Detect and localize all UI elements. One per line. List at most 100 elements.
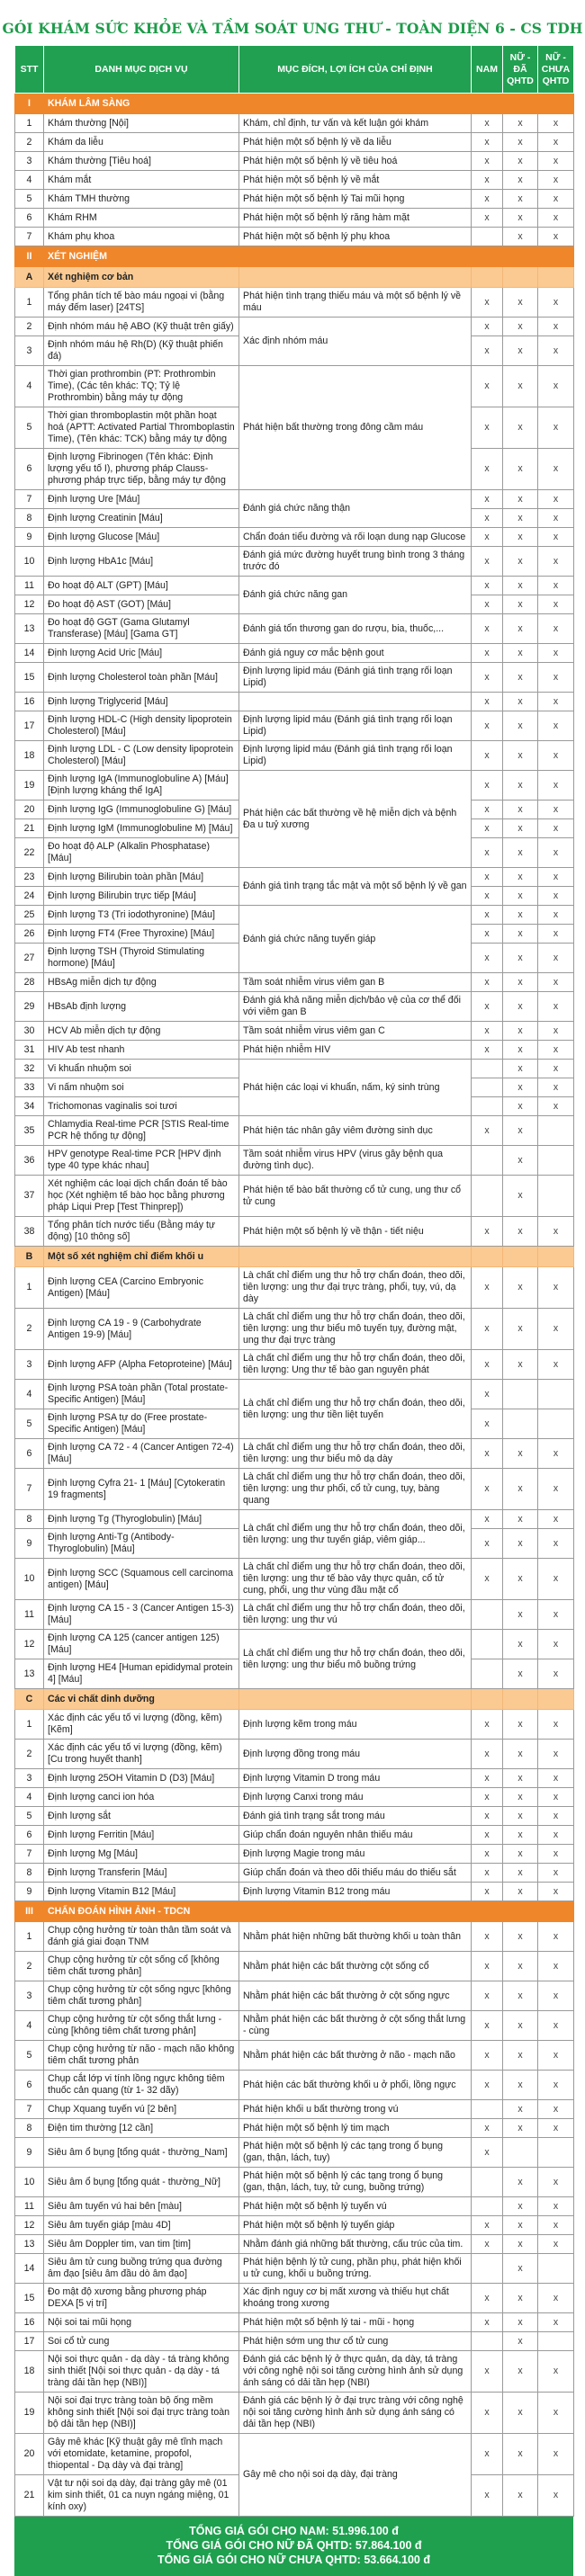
table-row: 18 Nội soi thực quản - dạ dày - tá tràng …	[14, 2350, 574, 2393]
mark-female-married: x	[502, 2099, 538, 2119]
mark-female-married: x	[502, 1558, 538, 1600]
service-name: Đo mật độ xương bằng phương pháp DEXA [5…	[43, 2283, 239, 2313]
row-number: 5	[14, 189, 44, 209]
mark-female-married: x	[502, 2196, 538, 2216]
service-name: Định lượng canci ion hóa	[43, 1787, 239, 1807]
mark-female-unmarried: x	[537, 905, 574, 925]
service-name: Định lượng CA 15 - 3 (Cancer Antigen 15-…	[43, 1599, 239, 1630]
table-row: 23 Định lượng Bilirubin toàn phần [Máu] Đá…	[14, 867, 574, 906]
service-name: Định lượng CA 19 - 9 (Carbohydrate Antig…	[43, 1308, 239, 1350]
service-name: Siêu âm Doppler tim, van tim [tim]	[43, 2234, 239, 2254]
mark-male: x	[471, 576, 503, 595]
mark-female-unmarried: x	[537, 1040, 574, 1060]
mark-female-married: x	[502, 1709, 538, 1740]
service-name: Tổng phân tích tế bào máu ngoại vi (bằng…	[43, 287, 239, 318]
mark-female-married: x	[502, 189, 538, 209]
section-empty-cell	[471, 93, 503, 114]
price-female-married: TỔNG GIÁ GÓI CHO NỮ ĐÃ QHTD: 57.864.100 …	[166, 2539, 422, 2552]
row-number: 4	[14, 2010, 44, 2041]
row-number: 8	[14, 1509, 44, 1529]
service-name: Định lượng HDL-C (High density lipoprote…	[43, 711, 239, 741]
mark-male: x	[471, 837, 503, 868]
row-number: 37	[14, 1175, 44, 1217]
row-number: 9	[14, 527, 44, 547]
service-name: Định lượng IgA (Immunoglobuline A) [Máu]…	[43, 770, 239, 801]
mark-male: x	[471, 1768, 503, 1788]
service-purpose: Định lượng lipid máu (Đánh giá tình trạn…	[238, 740, 472, 771]
service-purpose: Tầm soát nhiễm virus viêm gan C	[238, 1021, 472, 1041]
row-number: 1	[14, 287, 44, 318]
mark-female-married: x	[502, 2392, 538, 2434]
service-name: HBsAb định lượng	[43, 991, 239, 1022]
table-row: 37 Xét nghiệm các loại dịch chẩn đoán tế …	[14, 1175, 574, 1217]
service-name: HCV Ab miễn dịch tự động	[43, 1021, 239, 1041]
service-name: Định nhóm máu hệ ABO (Kỹ thuật trên giấy…	[43, 317, 239, 336]
mark-female-married: x	[502, 2167, 538, 2197]
mark-female-unmarried	[537, 1379, 574, 1409]
service-purpose: Phát hiện một số bệnh lý về thận - tiết …	[238, 1216, 472, 1247]
service-name: Định lượng Vitamin B12 [Máu]	[43, 1882, 239, 1901]
mark-male: x	[471, 740, 503, 771]
mark-male: x	[471, 317, 503, 336]
mark-female-married: x	[502, 317, 538, 336]
subsection-row: A Xét nghiệm cơ bản	[14, 266, 574, 288]
mark-female-married: x	[502, 837, 538, 868]
row-number: 12	[14, 2215, 44, 2235]
section-empty-cell	[471, 1688, 503, 1710]
service-purpose: Phát hiện nhiễm HIV	[238, 1040, 472, 1060]
service-name: Đo hoạt độ ALP (Alkalin Phosphatase) [Má…	[43, 837, 239, 868]
row-number: 6	[14, 448, 44, 490]
mark-female-unmarried: x	[537, 1059, 574, 1078]
mark-female-married: x	[502, 1115, 538, 1146]
row-number: 29	[14, 991, 44, 1022]
service-name: Định lượng CEA (Carcino Embryonic Antige…	[43, 1266, 239, 1309]
mark-female-married: x	[502, 1863, 538, 1883]
service-purpose: Chẩn đoán tiểu đường và rối loạn dung nạ…	[238, 527, 472, 547]
mark-female-unmarried: x	[537, 2283, 574, 2313]
row-number: 1	[14, 1266, 44, 1309]
mark-female-unmarried: x	[537, 662, 574, 693]
mark-female-unmarried: x	[537, 1266, 574, 1309]
mark-female-married: x	[502, 692, 538, 711]
row-number: 33	[14, 1078, 44, 1097]
mark-male: x	[471, 643, 503, 663]
mark-male: x	[471, 867, 503, 887]
service-purpose: Gây mê cho nội soi dạ dày, đại tràng	[238, 2433, 472, 2517]
row-number: 17	[14, 711, 44, 741]
row-number: 13	[14, 613, 44, 644]
service-purpose: Phát hiện tế bào bất thường cổ tử cung, …	[238, 1175, 472, 1217]
section-number: II	[14, 246, 44, 267]
table-row: 17 Soi cổ tử cung Phát hiện sớm ung thư cổ…	[14, 2331, 574, 2351]
mark-female-married: x	[502, 1599, 538, 1630]
mark-female-married: x	[502, 595, 538, 614]
service-name: Định lượng sắt	[43, 1806, 239, 1826]
table-row: 29 HBsAb định lượng Đánh giá khả năng miễn…	[14, 991, 574, 1022]
mark-male: x	[471, 2010, 503, 2041]
service-name: Định lượng SCC (Squamous cell carcinoma …	[43, 1558, 239, 1600]
service-purpose: Nhằm phát hiện những bất thường khối u t…	[238, 1921, 472, 1952]
mark-male	[471, 227, 503, 246]
service-purpose: Định lượng đồng trong máu	[238, 1739, 472, 1769]
service-purpose: Đánh giá chức năng tuyến giáp	[238, 905, 472, 973]
row-number: 18	[14, 2350, 44, 2393]
mark-male	[471, 1175, 503, 1217]
section-empty-cell	[537, 246, 574, 267]
service-purpose: Phát hiện khối u bất thường trong vú	[238, 2099, 472, 2119]
mark-male: x	[471, 546, 503, 577]
service-purpose: Nhằm phát hiện các bất thường cột sống c…	[238, 1951, 472, 1981]
mark-male	[471, 2331, 503, 2351]
mark-female-unmarried: x	[537, 886, 574, 906]
mark-female-unmarried: x	[537, 489, 574, 509]
section-empty-cell	[471, 1246, 503, 1267]
mark-female-unmarried: x	[537, 2215, 574, 2235]
mark-female-married: x	[502, 711, 538, 741]
service-name: Khám thường [Tiêu hoá]	[43, 151, 239, 171]
mark-female-married: x	[502, 2010, 538, 2041]
mark-female-married: x	[502, 886, 538, 906]
section-empty-cell	[238, 1901, 472, 1922]
mark-female-unmarried: x	[537, 643, 574, 663]
row-number: 2	[14, 132, 44, 152]
mark-male: x	[471, 335, 503, 366]
service-name: Định lượng TSH (Thyroid Stimulating horm…	[43, 943, 239, 973]
mark-female-married: x	[502, 800, 538, 819]
